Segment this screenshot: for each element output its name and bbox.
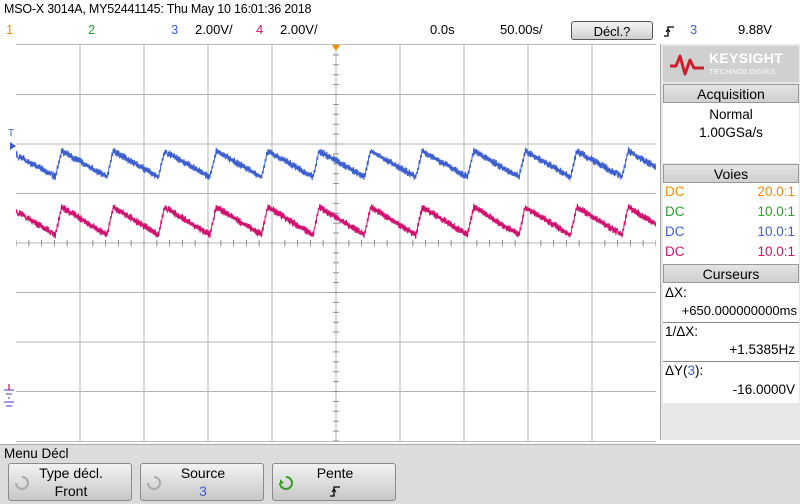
trigger-menu: Menu Décl Type décl. Front Source 3 Pent… xyxy=(0,444,800,504)
rotate-knob-icon xyxy=(147,476,161,490)
logo-text: KEYSIGHT xyxy=(709,50,783,66)
acq-mode: Normal xyxy=(709,107,753,122)
keysight-wave-icon xyxy=(670,54,704,76)
inv-delta-x-value: +1.5385Hz xyxy=(729,342,795,357)
scope-display[interactable] xyxy=(16,44,656,442)
ch3-probe-ratio: 10.0:1 xyxy=(757,224,795,239)
trigger-type-softkey[interactable]: Type décl. Front xyxy=(8,463,132,501)
delta-y-label: ΔY(3): xyxy=(665,363,704,378)
graticule xyxy=(16,45,656,441)
keysight-logo: KEYSIGHT TECHNOLOGIES xyxy=(663,46,799,82)
slope-softkey[interactable]: Pente xyxy=(272,463,396,501)
trigger-type-value: Front xyxy=(54,483,88,499)
delta-x-value: +650.000000000ms xyxy=(681,303,797,318)
acq-rate: 1.00GSa/s xyxy=(699,125,763,140)
cursors-header[interactable]: Curseurs xyxy=(663,264,799,283)
slope-label: Pente xyxy=(316,465,354,481)
menu-title: Menu Décl xyxy=(4,446,69,461)
ch4-number[interactable]: 4 xyxy=(256,22,264,37)
ch1-probe-ratio: 20.0:1 xyxy=(757,184,795,199)
trigger-level-marker: T xyxy=(8,128,15,139)
ch3-trace xyxy=(16,147,656,181)
inv-delta-x-label: 1/ΔX: xyxy=(665,324,699,339)
trigger-level: 9.88V xyxy=(738,22,772,37)
logo-subtext: TECHNOLOGIES xyxy=(709,67,776,76)
time-offset: 0.0s xyxy=(430,22,455,37)
cursors-section: ΔX: +650.000000000ms 1/ΔX: +1.5385Hz ΔY(… xyxy=(663,283,799,403)
rising-edge-icon xyxy=(664,26,674,37)
ch3-scale: 2.00V/ xyxy=(195,22,233,37)
divider xyxy=(663,361,799,362)
ground-reference-icon[interactable] xyxy=(2,384,16,408)
ch2-probe-ratio: 10.0:1 xyxy=(757,204,795,219)
ch2-coupling: DC xyxy=(665,204,685,219)
trigger-type-label: Type décl. xyxy=(39,465,103,481)
trigger-status-button[interactable]: Décl.? xyxy=(571,21,653,40)
ch3-coupling: DC xyxy=(665,224,685,239)
acquisition-section: Normal 1.00GSa/s xyxy=(663,103,799,163)
time-scale: 50.00s/ xyxy=(500,22,543,37)
ch3-ground-marker[interactable] xyxy=(9,141,17,151)
rotate-knob-icon xyxy=(15,476,29,490)
trigger-channel: 3 xyxy=(690,22,698,37)
source-value: 3 xyxy=(199,483,207,499)
ch4-trace xyxy=(16,203,656,239)
source-label: Source xyxy=(180,465,226,481)
ch4-scale: 2.00V/ xyxy=(280,22,318,37)
ch1-number[interactable]: 1 xyxy=(6,22,14,37)
ch4-probe-ratio: 10.0:1 xyxy=(757,244,795,259)
rising-edge-icon xyxy=(330,486,340,497)
channels-section: DC 20.0:1 DC 10.0:1 DC 10.0:1 DC 10.0:1 xyxy=(663,183,799,264)
trigger-position-marker[interactable] xyxy=(332,45,340,51)
rotate-knob-icon xyxy=(279,476,293,490)
delta-y-value: -16.0000V xyxy=(732,382,795,397)
side-panel: KEYSIGHT TECHNOLOGIES Acquisition Normal… xyxy=(660,44,800,440)
ch4-coupling: DC xyxy=(665,244,685,259)
ch3-number[interactable]: 3 xyxy=(171,22,179,37)
ch2-number[interactable]: 2 xyxy=(88,22,96,37)
window-title: MSO-X 3014A, MY52441145: Thu May 10 16:0… xyxy=(4,2,312,16)
acquisition-header[interactable]: Acquisition xyxy=(663,84,799,103)
ch1-coupling: DC xyxy=(665,184,685,199)
source-softkey[interactable]: Source 3 xyxy=(140,463,264,501)
channels-header[interactable]: Voies xyxy=(663,164,799,183)
delta-x-label: ΔX: xyxy=(665,285,687,300)
divider xyxy=(663,322,799,323)
